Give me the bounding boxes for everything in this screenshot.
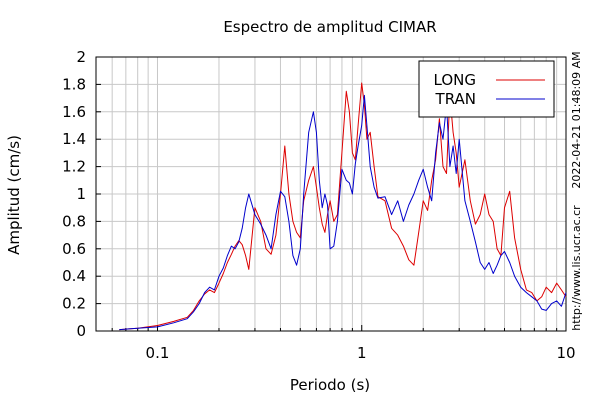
y-tick-label: 0.4 [62,267,86,285]
x-tick-label: 0.1 [146,344,170,362]
y-tick-label: 2 [76,48,86,66]
y-tick-label: 0 [76,322,86,340]
x-tick-labels: 0.1 1 10 [146,344,576,362]
y-tick-label: 0.6 [62,240,86,258]
y-tick-label: 1.4 [62,130,86,148]
x-axis-label: Periodo (s) [290,376,370,394]
y-tick-labels: 0 0.2 0.4 0.6 0.8 1 1.2 1.4 1.6 1.8 2 [62,48,86,340]
y-tick-label: 0.2 [62,295,86,313]
x-tick-label: 10 [556,344,575,362]
y-tick-label: 0.8 [62,212,86,230]
legend-label-long: LONG [434,71,476,89]
series-line-tran [119,94,567,331]
legend-box [418,60,555,118]
timestamp-note: 2022-04-21 01:48:09 AM [570,51,583,188]
y-tick-label: 1.2 [62,158,86,176]
y-tick-label: 1.8 [62,75,86,93]
tick-marks [95,56,558,332]
chart-title: Espectro de amplitud CIMAR [223,18,436,36]
source-url-note: http://www.lis.ucr.ac.cr [570,205,583,331]
y-tick-label: 1 [76,185,86,203]
series-line-long [119,82,567,331]
x-tick-label: 1 [357,344,367,362]
legend-label-tran: TRAN [435,90,476,108]
y-axis-label: Amplitud (cm/s) [5,135,23,255]
series-layer [119,82,567,331]
y-tick-label: 1.6 [62,103,86,121]
legend: LONG TRAN [418,60,555,118]
